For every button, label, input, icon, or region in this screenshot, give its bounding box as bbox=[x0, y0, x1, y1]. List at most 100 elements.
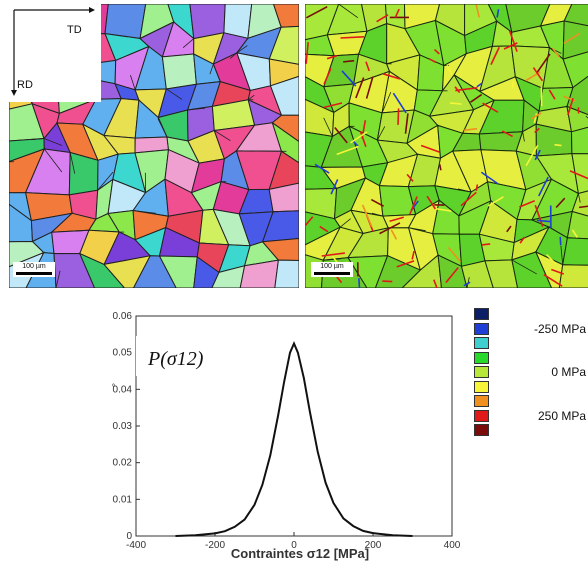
stress-hotspot bbox=[392, 92, 407, 114]
stress-hotspot bbox=[559, 236, 562, 246]
stress-hotspot bbox=[323, 102, 343, 109]
twin-boundary bbox=[43, 148, 63, 173]
grain bbox=[570, 126, 588, 155]
stress-map-field bbox=[305, 4, 588, 288]
rd-axis-label: RD bbox=[17, 79, 33, 91]
stress-hotspot bbox=[519, 200, 536, 208]
x-tick-label: 200 bbox=[365, 540, 382, 551]
stress-hotspot bbox=[323, 67, 332, 85]
legend-swatch bbox=[474, 395, 489, 407]
stress-hotspot bbox=[428, 57, 437, 64]
annotation-p: P(σ12) bbox=[147, 348, 204, 370]
grain bbox=[223, 4, 253, 39]
grain bbox=[68, 151, 99, 196]
y-tick-label: 0.03 bbox=[113, 421, 133, 432]
scale-bar-right: 100 µm bbox=[311, 262, 353, 277]
distribution-curve bbox=[175, 340, 413, 537]
stress-hotspot bbox=[447, 247, 462, 263]
stress-hotspot bbox=[420, 144, 440, 153]
stress-hotspot bbox=[534, 127, 540, 134]
legend-swatch bbox=[474, 351, 489, 364]
legend-swatch bbox=[474, 322, 489, 335]
twin-boundary bbox=[69, 152, 76, 174]
stress-hotspot bbox=[546, 253, 557, 265]
x-tick-label: 400 bbox=[444, 540, 461, 551]
stress-hotspot bbox=[314, 163, 330, 174]
stress-hotspot bbox=[548, 89, 556, 100]
stress-hotspot bbox=[350, 131, 368, 144]
orientation-map: TD RD 100 µm bbox=[9, 4, 299, 288]
chart-ticks: -400 -200 0 200 400 0 0.01 0.02 0.03 0.04 0.05 0.06 bbox=[113, 311, 461, 551]
grain bbox=[271, 114, 299, 143]
twin-boundary bbox=[187, 107, 206, 111]
grain bbox=[566, 105, 588, 133]
stress-hotspot bbox=[406, 173, 414, 182]
grain bbox=[272, 4, 299, 28]
stress-map: 100 µm bbox=[305, 4, 588, 288]
twin-boundary bbox=[560, 245, 564, 265]
stress-hotspot bbox=[340, 35, 365, 39]
y-tick-label: 0 bbox=[126, 531, 132, 542]
stress-hotspot bbox=[305, 216, 314, 228]
stress-hotspot bbox=[389, 216, 404, 223]
grain bbox=[271, 121, 299, 164]
twin-boundary bbox=[31, 138, 45, 141]
stress-hotspot bbox=[438, 164, 442, 171]
legend-swatch bbox=[474, 308, 489, 320]
twin-boundary bbox=[323, 117, 333, 137]
stress-hotspot bbox=[433, 48, 440, 55]
grain bbox=[78, 252, 126, 288]
grain bbox=[53, 252, 96, 288]
map-axes-inset: TD RD bbox=[9, 4, 101, 102]
scale-bar-label: 100 µm bbox=[22, 263, 46, 270]
stress-hotspot bbox=[358, 278, 361, 288]
scale-bar-line bbox=[16, 272, 52, 275]
stress-hotspot bbox=[569, 170, 588, 180]
grain bbox=[562, 237, 588, 266]
legend-swatch bbox=[474, 337, 489, 349]
stress-hotspot bbox=[454, 86, 461, 94]
twin-boundary bbox=[182, 38, 195, 49]
grain bbox=[558, 264, 588, 288]
twin-boundary bbox=[130, 74, 136, 90]
chart-annotation: P(σ12) bbox=[147, 348, 204, 370]
stress-hotspot bbox=[396, 260, 415, 268]
stress-hotspot bbox=[334, 127, 348, 144]
twin-boundary bbox=[338, 4, 359, 18]
stress-hotspot bbox=[359, 131, 367, 148]
grain bbox=[268, 182, 299, 213]
grain bbox=[563, 4, 588, 27]
stress-hotspot bbox=[370, 198, 385, 207]
stress-hotspot bbox=[532, 67, 544, 82]
stress-hotspot bbox=[503, 42, 518, 50]
legend-label: 250 MPa bbox=[537, 408, 586, 423]
stress-hotspot bbox=[343, 59, 355, 63]
stress-hotspot bbox=[382, 73, 401, 80]
grain bbox=[562, 20, 588, 60]
grain bbox=[511, 251, 553, 288]
grain bbox=[211, 265, 246, 288]
twin-boundary bbox=[577, 193, 581, 203]
stress-hotspot bbox=[543, 274, 563, 287]
legend-label: 0 MPa bbox=[551, 365, 586, 379]
stress-hotspot bbox=[563, 95, 577, 102]
stress-hotspot bbox=[551, 268, 565, 275]
stress-hotspot bbox=[319, 225, 329, 233]
stress-hotspot bbox=[460, 191, 477, 207]
stress-hotspot bbox=[534, 149, 541, 161]
grain bbox=[158, 255, 198, 288]
grain bbox=[460, 260, 494, 288]
stress-hotspot bbox=[536, 219, 551, 223]
stress-hotspot bbox=[379, 222, 401, 235]
stress-hotspot bbox=[463, 127, 478, 132]
stress-color-legend: -250 MPa 0 MPa 250 MPa bbox=[472, 308, 588, 448]
y-tick-label: 0.01 bbox=[113, 494, 133, 505]
stress-hotspot bbox=[411, 250, 415, 260]
grain bbox=[268, 25, 299, 65]
twin-boundary bbox=[166, 88, 183, 100]
grain bbox=[193, 256, 220, 288]
grain bbox=[268, 58, 299, 87]
y-tick-label: 0.02 bbox=[113, 458, 133, 469]
stress-hotspot bbox=[481, 243, 491, 246]
stress-distribution-chart: -400 -200 0 200 400 0 0.01 0.02 0.03 0.04 0.05 0.06… bbox=[112, 311, 461, 561]
